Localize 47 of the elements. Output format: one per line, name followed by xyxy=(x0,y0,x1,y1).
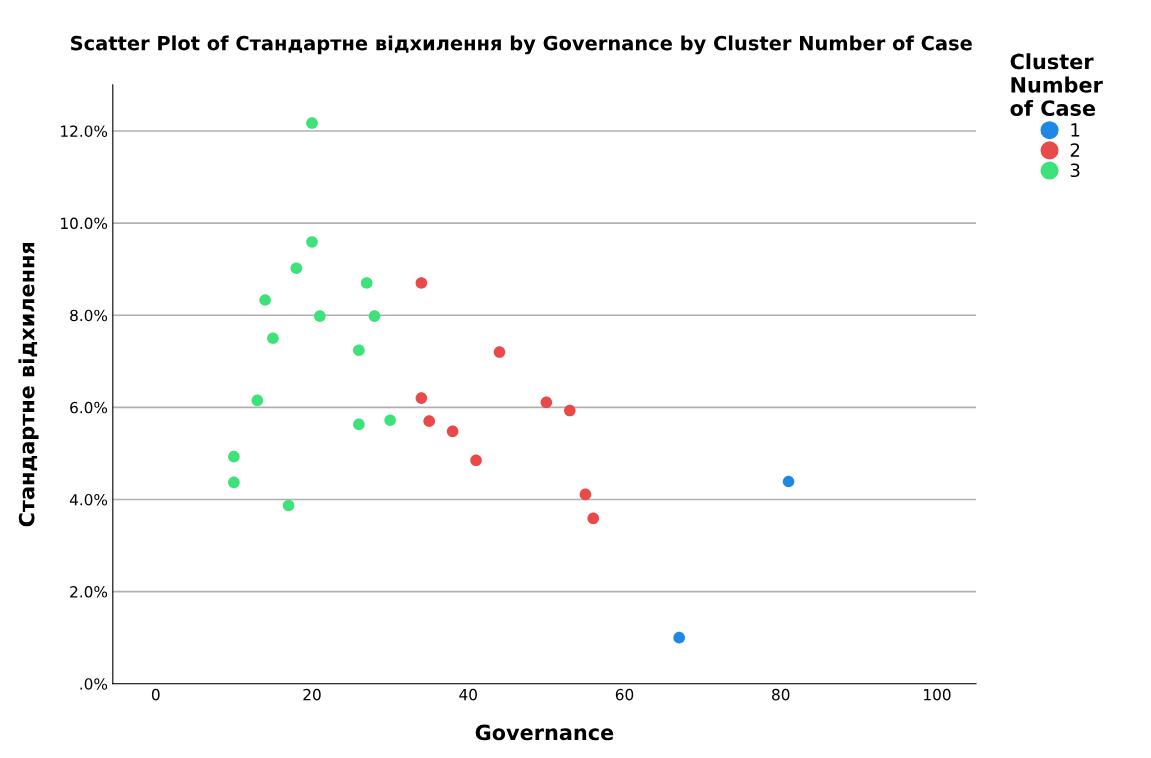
legend-label: 3 xyxy=(1070,163,1080,178)
legend-label: 1 xyxy=(1071,123,1080,137)
y-tick-label: 8.0% xyxy=(70,309,108,322)
point xyxy=(267,332,279,345)
point xyxy=(306,236,318,248)
y-tick-label: 12.0% xyxy=(61,125,108,137)
point xyxy=(470,454,482,467)
point xyxy=(564,404,576,417)
point xyxy=(228,476,240,489)
point xyxy=(290,262,303,275)
x-tick-label: 80 xyxy=(772,688,790,701)
point xyxy=(446,425,459,438)
point xyxy=(353,418,365,431)
y-axis-title: Стандартне відхилення xyxy=(18,242,39,527)
point xyxy=(251,394,264,407)
point xyxy=(782,475,795,488)
x-tick-label: 100 xyxy=(924,688,951,701)
legend-title: Cluster Number of Case xyxy=(1010,53,1103,117)
point xyxy=(493,346,506,358)
y-tick-label: 4.0% xyxy=(69,493,108,506)
point xyxy=(673,631,685,644)
point xyxy=(282,499,295,512)
point xyxy=(360,277,373,289)
point xyxy=(259,294,271,306)
point xyxy=(415,392,428,404)
y-tick-label: 10.0% xyxy=(61,217,108,230)
point xyxy=(579,488,592,501)
point xyxy=(228,450,240,463)
point xyxy=(540,396,553,409)
x-tick-label: 0 xyxy=(151,688,160,701)
point xyxy=(384,414,396,427)
y-tick-label: 2.0% xyxy=(70,586,108,598)
point xyxy=(368,310,381,322)
point xyxy=(423,415,435,427)
point xyxy=(415,277,428,289)
x-axis-title: Governance xyxy=(475,724,614,741)
point xyxy=(314,310,326,322)
point xyxy=(353,344,365,357)
y-tick-label: 6.0% xyxy=(70,401,108,414)
x-tick-label: 40 xyxy=(459,688,477,701)
x-tick-label: 60 xyxy=(615,688,634,701)
point xyxy=(587,512,600,525)
x-tick-label: 20 xyxy=(303,688,321,701)
legend-label: 2 xyxy=(1070,143,1080,157)
point xyxy=(306,117,318,129)
chart-title: Scatter Plot of Стандартне відхилення by Governance by Cluster Number of Case xyxy=(71,35,972,55)
y-tick-label: .0% xyxy=(80,678,108,690)
